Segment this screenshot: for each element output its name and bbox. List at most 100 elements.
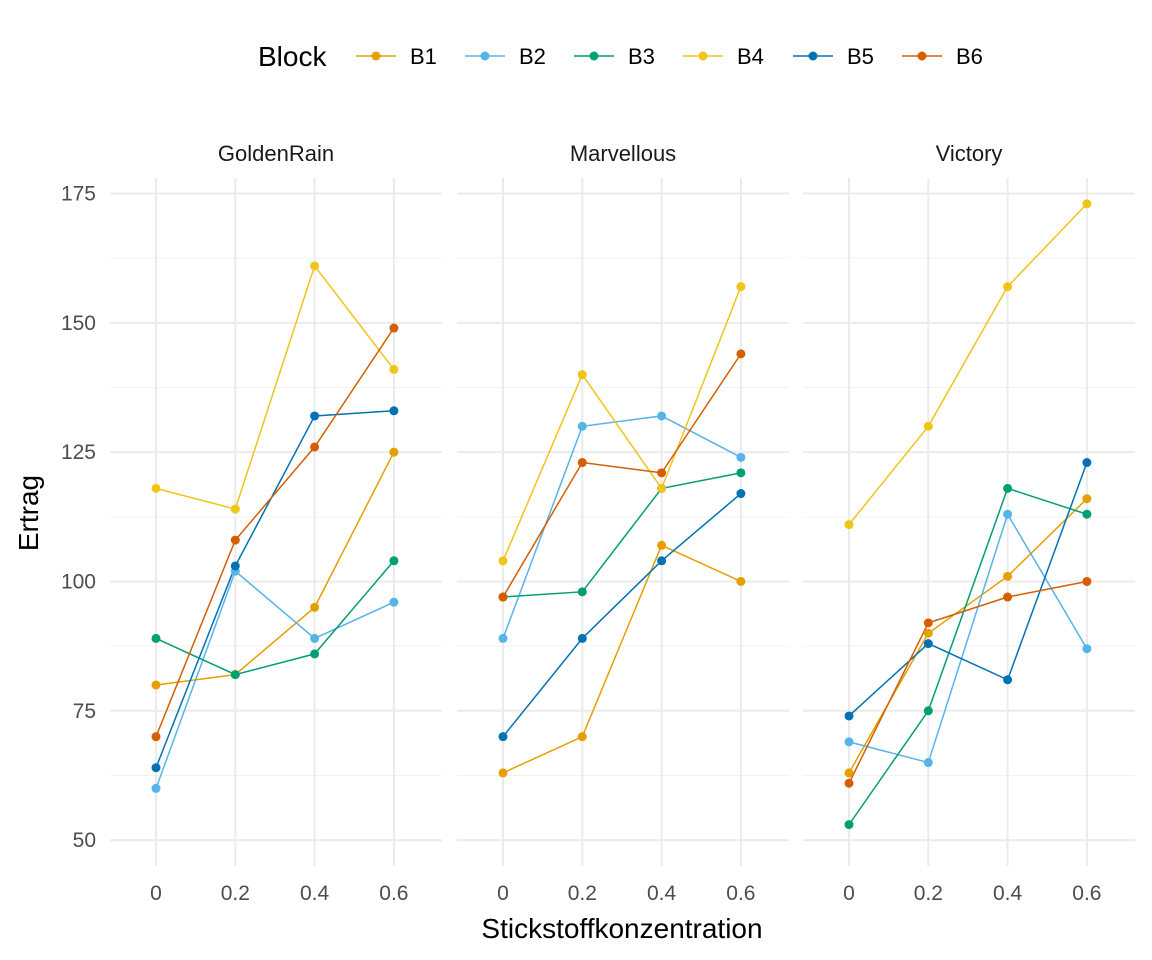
panel-title: GoldenRain xyxy=(218,141,334,166)
data-point-b4 xyxy=(230,504,240,514)
panel-goldenrain: GoldenRain 0 0.2 0.4 0.6 xyxy=(110,141,442,905)
data-point-b1 xyxy=(1082,494,1092,504)
legend-label: B6 xyxy=(956,44,983,69)
x-tick-label: 0.2 xyxy=(221,882,250,905)
panel-title: Marvellous xyxy=(570,141,676,166)
series-line-b4 xyxy=(155,264,395,510)
series-line-b2 xyxy=(502,415,742,639)
x-tick-label: 0 xyxy=(150,882,162,905)
data-point-b6 xyxy=(923,618,933,628)
data-point-b2 xyxy=(151,783,161,793)
legend-label: B3 xyxy=(628,44,655,69)
data-point-b6 xyxy=(844,778,854,788)
y-axis-title: Ertrag xyxy=(13,475,44,551)
y-tick-label: 125 xyxy=(61,441,96,464)
x-tick-label: 0 xyxy=(843,882,855,905)
data-point-b4 xyxy=(498,556,508,566)
series-line-b4 xyxy=(502,286,742,562)
data-point-b5 xyxy=(657,556,667,566)
data-point-b6 xyxy=(577,458,587,468)
legend-label: B2 xyxy=(519,44,546,69)
data-point-b3 xyxy=(1003,483,1013,493)
data-point-b1 xyxy=(844,768,854,778)
legend-item-b4: B4 xyxy=(683,44,764,69)
x-tick-label: 0.6 xyxy=(379,882,408,905)
data-point-b6 xyxy=(498,592,508,602)
legend-key-point xyxy=(589,51,599,61)
legend-title: Block xyxy=(258,41,327,72)
x-tick-label: 0.2 xyxy=(568,882,597,905)
data-point-b4 xyxy=(844,520,854,530)
y-tick-label: 75 xyxy=(73,700,96,723)
data-point-b2 xyxy=(736,452,746,462)
legend-item-b5: B5 xyxy=(793,44,874,69)
x-tick-label: 0 xyxy=(497,882,509,905)
series-line-b4 xyxy=(848,203,1088,526)
data-point-b6 xyxy=(1003,592,1013,602)
series-line-b5 xyxy=(155,410,394,768)
data-point-b4 xyxy=(389,364,399,374)
y-tick-label: 150 xyxy=(61,312,96,335)
data-point-b4 xyxy=(151,483,161,493)
series-line-b1 xyxy=(848,498,1088,774)
y-tick-label: 50 xyxy=(73,829,96,852)
panels: GoldenRain 0 0.2 0.4 0.6 Marvellous 0 0.2 0.4 0.6… xyxy=(61,141,1135,905)
series-line-b3 xyxy=(155,560,395,676)
series-line-b2 xyxy=(155,569,395,789)
data-point-b4 xyxy=(577,370,587,380)
x-tick-label: 0.4 xyxy=(647,882,677,905)
series-line-b6 xyxy=(502,353,742,598)
data-point-b4 xyxy=(1003,282,1013,292)
x-tick-label: 0.6 xyxy=(1072,882,1101,905)
data-point-b1 xyxy=(310,602,320,612)
data-point-b3 xyxy=(230,670,240,680)
data-point-b5 xyxy=(1003,675,1013,685)
data-point-b4 xyxy=(310,261,320,271)
data-point-b3 xyxy=(1082,509,1092,519)
legend-item-b3: B3 xyxy=(574,44,655,69)
data-point-b3 xyxy=(844,820,854,830)
data-point-b6 xyxy=(1082,576,1092,586)
x-tick-label: 0.2 xyxy=(914,882,943,905)
data-point-b5 xyxy=(1082,458,1092,468)
data-point-b5 xyxy=(498,732,508,742)
series-line-b3 xyxy=(502,472,742,598)
legend-label: B1 xyxy=(410,44,437,69)
legend-key-point xyxy=(808,51,818,61)
data-point-b1 xyxy=(736,576,746,586)
panel-marvellous: Marvellous 0 0.2 0.4 0.6 xyxy=(457,141,789,905)
panel-victory: Victory 0 0.2 0.4 0.6 xyxy=(803,141,1135,905)
data-point-b1 xyxy=(389,447,399,457)
series-line-b2 xyxy=(848,512,1088,764)
data-point-b6 xyxy=(310,442,320,452)
data-point-b6 xyxy=(151,732,161,742)
y-tick-label: 100 xyxy=(61,570,96,593)
data-point-b5 xyxy=(230,561,240,571)
x-axis-title: Stickstoffkonzentration xyxy=(481,913,762,944)
series-line-b1 xyxy=(502,544,742,774)
data-point-b3 xyxy=(923,706,933,716)
data-point-b6 xyxy=(736,349,746,359)
data-point-b2 xyxy=(389,597,399,607)
data-point-b1 xyxy=(657,540,667,550)
data-point-b5 xyxy=(577,633,587,643)
legend-label: B5 xyxy=(847,44,874,69)
series-line-b5 xyxy=(502,492,742,738)
legend-key-point xyxy=(371,51,381,61)
data-point-b6 xyxy=(389,323,399,333)
legend-key-point xyxy=(698,51,708,61)
x-tick-label: 0.4 xyxy=(993,882,1023,905)
legend: Block B1 B2 B3 B4 B5 B6 xyxy=(258,41,983,72)
data-point-b1 xyxy=(498,768,508,778)
data-point-b5 xyxy=(844,711,854,721)
data-point-b6 xyxy=(657,468,667,478)
data-point-b3 xyxy=(310,649,320,659)
data-point-b5 xyxy=(151,763,161,773)
data-point-b1 xyxy=(923,628,933,638)
series-line-b6 xyxy=(155,327,395,737)
legend-item-b2: B2 xyxy=(465,44,546,69)
data-point-b3 xyxy=(389,556,399,566)
data-point-b1 xyxy=(151,680,161,690)
data-point-b2 xyxy=(577,421,587,431)
data-point-b1 xyxy=(577,732,587,742)
